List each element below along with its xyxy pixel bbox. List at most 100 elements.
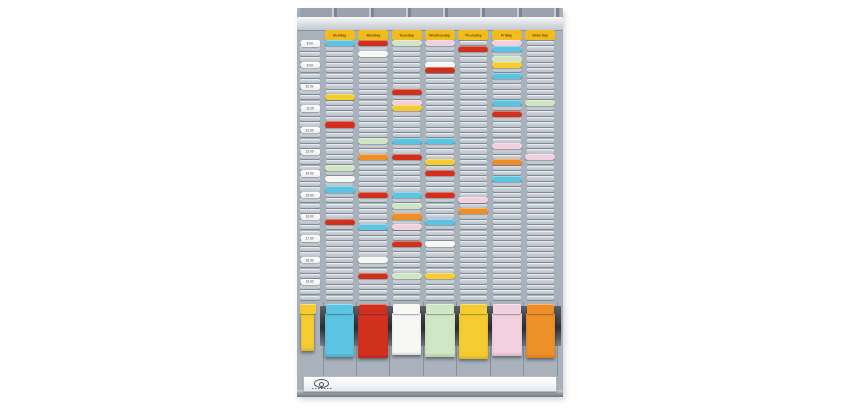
t-card-yellow — [391, 105, 422, 112]
card-slot — [426, 133, 454, 138]
t-card-red — [491, 110, 522, 117]
card-clip-shadow — [553, 306, 561, 346]
card-slot — [326, 149, 354, 154]
card-slot — [326, 62, 354, 67]
card-slot — [326, 133, 354, 138]
card-slot — [326, 198, 354, 203]
t-card-pink — [391, 99, 422, 106]
time-column-slot — [300, 165, 320, 170]
card-slot — [326, 46, 354, 51]
card-slot — [426, 263, 454, 268]
card-slot — [493, 133, 521, 138]
card-slot — [526, 225, 554, 230]
t-card-cyan — [324, 40, 355, 47]
card-slot — [426, 295, 454, 300]
card-slot — [493, 192, 521, 197]
card-slot — [526, 252, 554, 257]
card-slot — [392, 236, 421, 241]
t-card-cyan — [424, 137, 455, 144]
card-slot — [493, 127, 521, 132]
time-label-12-00-label: 12.00 — [305, 128, 315, 132]
card-slot — [326, 171, 354, 176]
time-column-slot — [300, 230, 320, 235]
card-slot — [426, 176, 454, 181]
card-slot — [493, 51, 521, 57]
card-slot — [326, 241, 354, 246]
day-header-friday: Friday — [491, 30, 522, 40]
time-column-slot — [300, 46, 320, 51]
time-label-15-00: 15.00 — [300, 191, 320, 199]
card-slot — [392, 160, 421, 165]
t-card-pink — [491, 143, 522, 150]
day-header-tuesday: Tuesday — [391, 30, 422, 40]
card-slot — [526, 273, 554, 279]
day-header-wednesday-label: Wednesday — [429, 33, 451, 37]
t-card-cyan — [491, 45, 522, 52]
card-slot — [526, 284, 554, 290]
card-slot — [459, 89, 488, 95]
card-slot — [359, 219, 387, 225]
time-column-bottom-card — [301, 313, 314, 351]
time-column-slot — [300, 89, 320, 95]
t-card-pink — [458, 197, 489, 204]
card-slot — [359, 160, 387, 165]
card-slot — [526, 165, 554, 170]
card-slot — [493, 236, 521, 241]
t-card-cyan — [358, 224, 389, 231]
card-slot — [493, 68, 521, 73]
time-column-slot — [300, 263, 320, 268]
card-slot — [359, 214, 387, 219]
bottom-card-red — [358, 313, 388, 358]
day-header-saturday: Saturday — [525, 30, 556, 40]
card-slot — [459, 127, 488, 132]
card-slot — [526, 62, 554, 67]
card-slot — [493, 181, 521, 187]
card-slot — [493, 257, 521, 262]
card-slot — [359, 187, 387, 192]
t-card-pink — [491, 40, 522, 47]
time-column-slot — [300, 154, 320, 160]
day-header-sunday-label: Sunday — [332, 33, 347, 37]
card-slot — [359, 268, 387, 273]
card-slot — [392, 246, 421, 252]
t-card-green — [491, 56, 522, 63]
card-slot — [459, 165, 488, 170]
time-column-slot — [300, 133, 320, 138]
card-slot — [459, 73, 488, 78]
card-slot — [459, 176, 488, 181]
t-card-red — [324, 218, 355, 226]
t-card-red — [424, 67, 455, 74]
time-column-slot — [300, 111, 320, 116]
time-label-13-00-label: 13.00 — [305, 150, 315, 154]
card-slot — [326, 203, 354, 208]
day-header-tuesday-label: Tuesday — [399, 33, 414, 37]
card-slot — [426, 127, 454, 132]
card-slot — [326, 143, 354, 149]
card-slot — [526, 57, 554, 62]
card-slot — [392, 116, 421, 122]
card-slot — [392, 219, 421, 225]
card-slot — [526, 84, 554, 89]
card-slot — [326, 160, 354, 165]
t-card-orange — [391, 213, 422, 220]
card-slot — [526, 176, 554, 181]
bottom-card-top-yellow — [459, 304, 488, 314]
card-slot — [326, 73, 354, 78]
card-slot — [392, 78, 421, 84]
card-slot — [392, 51, 421, 57]
card-slot — [326, 290, 354, 295]
time-label-18-00: 18.00 — [300, 256, 320, 264]
t-card-orange — [358, 153, 389, 161]
card-slot — [526, 95, 554, 100]
time-label-19-00: 19.00 — [300, 278, 320, 286]
card-slot — [426, 95, 454, 100]
card-slot — [459, 263, 488, 268]
card-slot — [526, 46, 554, 51]
time-label-10-00: 10.00 — [300, 83, 320, 91]
card-slot — [526, 116, 554, 122]
card-slot — [526, 214, 554, 219]
t-card-yellow — [324, 94, 355, 101]
card-slot — [392, 284, 421, 290]
card-slot — [359, 230, 387, 235]
